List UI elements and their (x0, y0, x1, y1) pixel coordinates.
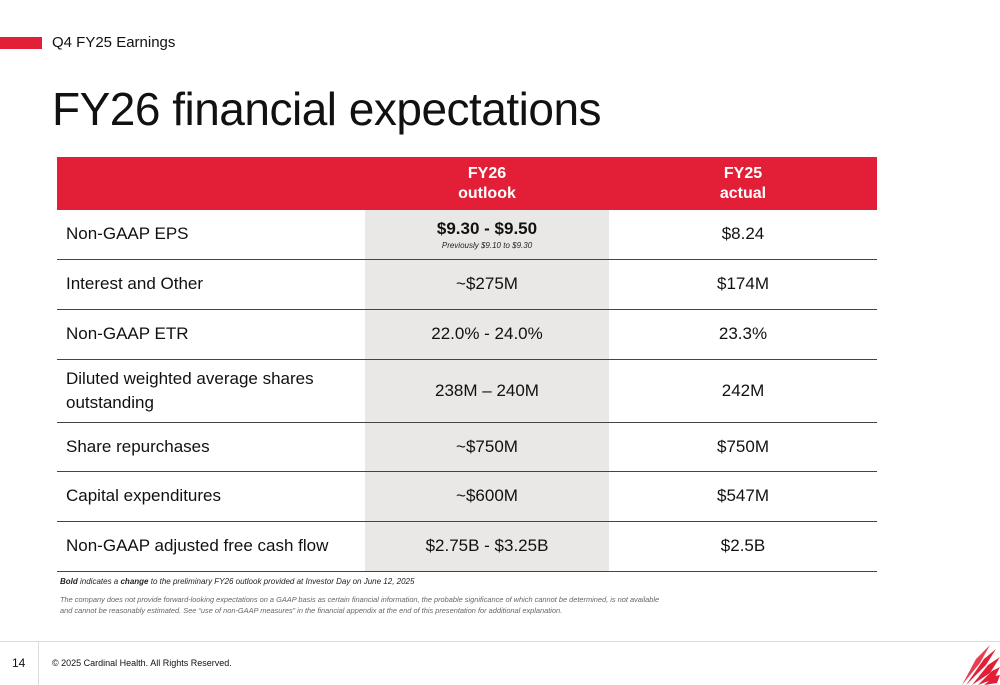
footnote-bold-word: Bold (60, 577, 78, 586)
copyright-text: © 2025 Cardinal Health. All Rights Reser… (52, 658, 232, 668)
fy26-value: $2.75B - $3.25B (365, 521, 609, 572)
table-row: Interest and Other ~$275M $174M (57, 259, 877, 310)
table-row: Non-GAAP ETR 22.0% - 24.0% 23.3% (57, 309, 877, 360)
previous-outlook-note: Previously $9.10 to $9.30 (441, 240, 533, 250)
row-label: Non-GAAP adjusted free cash flow (57, 521, 365, 572)
row-label: Non-GAAP EPS (57, 210, 365, 260)
financial-expectations-table: FY26 outlook FY25 actual Non-GAAP EPS $9… (57, 157, 877, 572)
fy25-value: 23.3% (609, 309, 877, 360)
header-fy26: FY26 outlook (365, 157, 609, 210)
fy25-value: 242M (609, 359, 877, 423)
page-title: FY26 financial expectations (52, 83, 602, 135)
fy25-value: $547M (609, 471, 877, 522)
fy25-value: $2.5B (609, 521, 877, 572)
table-row: Non-GAAP adjusted free cash flow $2.75B … (57, 521, 877, 572)
row-label: Non-GAAP ETR (57, 309, 365, 360)
footer-divider (0, 641, 1000, 642)
header-fy26-line2: outlook (458, 184, 516, 202)
non-gaap-disclaimer: The company does not provide forward-loo… (60, 595, 660, 615)
footnote-text-a: indicates a (77, 577, 121, 586)
row-label: Share repurchases (57, 422, 365, 472)
table-row: Diluted weighted average shares outstand… (57, 359, 877, 423)
row-label: Capital expenditures (57, 471, 365, 522)
row-label: Interest and Other (57, 259, 365, 310)
accent-bar (0, 37, 42, 49)
fy26-value: $9.30 - $9.50 Previously $9.10 to $9.30 (365, 210, 609, 260)
section-label: Q4 FY25 Earnings (52, 34, 176, 51)
footer-separator (38, 641, 39, 685)
fy26-value: ~$275M (365, 259, 609, 310)
header-fy25: FY25 actual (609, 157, 877, 210)
header-fy25-line1: FY25 (723, 164, 763, 182)
fy25-value: $8.24 (609, 210, 877, 260)
footnote-change-word: change (120, 577, 149, 586)
table-row: Share repurchases ~$750M $750M (57, 422, 877, 472)
table-row: Capital expenditures ~$600M $547M (57, 471, 877, 522)
row-label: Diluted weighted average shares outstand… (57, 359, 365, 423)
fy26-value: 22.0% - 24.0% (365, 309, 609, 360)
fy26-value: 238M – 240M (365, 359, 609, 423)
header-fy25-line2: actual (719, 184, 767, 202)
page-number: 14 (12, 656, 26, 670)
fy26-value: ~$750M (365, 422, 609, 472)
fy25-value: $174M (609, 259, 877, 310)
header-label (57, 157, 365, 210)
fy26-bold-value: $9.30 - $9.50 (436, 218, 538, 238)
table-header-row: FY26 outlook FY25 actual (57, 157, 877, 210)
header-fy26-line1: FY26 (467, 164, 507, 182)
footnote-text-b: to the preliminary FY26 outlook provided… (148, 577, 415, 586)
fy26-value: ~$600M (365, 471, 609, 522)
fy25-value: $750M (609, 422, 877, 472)
table-row: Non-GAAP EPS $9.30 - $9.50 Previously $9… (57, 210, 877, 260)
bold-change-footnote: Bold indicates a change to the prelimina… (60, 577, 414, 586)
cardinal-health-logo-icon (962, 645, 1000, 685)
